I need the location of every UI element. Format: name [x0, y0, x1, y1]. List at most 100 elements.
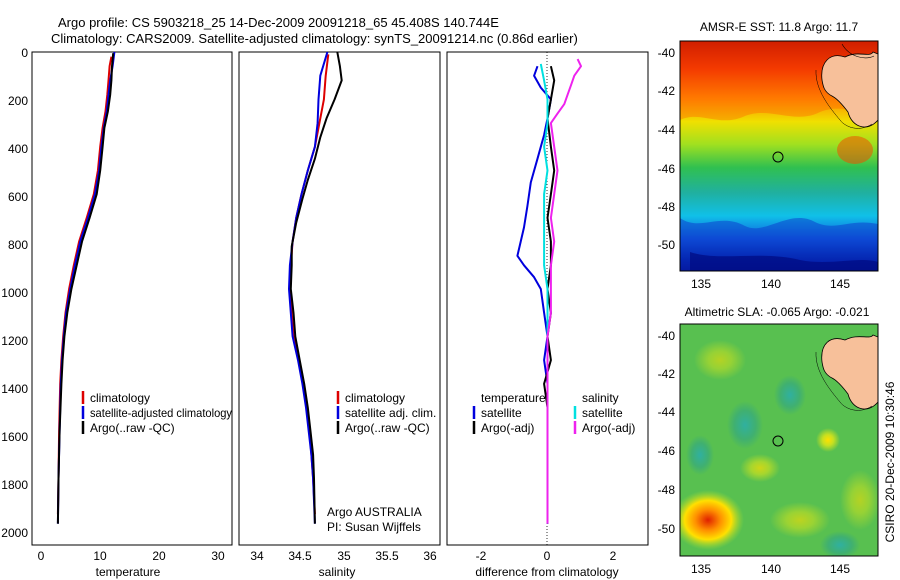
depth-tick-800: 800	[8, 238, 28, 252]
temperature-axes-frame	[31, 51, 233, 546]
sla-ytick: -42	[658, 367, 676, 381]
legend-label-salinity-argo: Argo(-adj)	[582, 421, 635, 435]
salinity-xtick: 35	[337, 549, 351, 563]
annotation-argo-australia: Argo AUSTRALIA	[327, 505, 422, 519]
depth-tick-600: 600	[8, 190, 28, 204]
sla-high-eddy	[680, 490, 744, 550]
salinity-xlabel: salinity	[319, 565, 356, 579]
sst-argo-marker	[772, 151, 784, 163]
sst-map-frame	[679, 40, 879, 272]
depth-tick-0: 0	[21, 46, 28, 60]
legend-header-temperature: temperature	[481, 391, 546, 405]
sla-ytick: -50	[658, 522, 676, 536]
sst-map-title: AMSR-E SST: 11.8 Argo: 11.7	[700, 20, 859, 34]
sla-argo-marker	[772, 435, 784, 447]
sst-map-field	[680, 41, 878, 271]
salinity-axes-frame	[238, 51, 441, 546]
annotation-pi: PI: Susan Wijffels	[327, 520, 421, 534]
sla-shelf-contour	[815, 351, 873, 411]
temperature-xtick: 20	[152, 549, 166, 563]
depth-tick-1000: 1000	[1, 286, 28, 300]
sst-ytick: -48	[658, 200, 676, 214]
salinity-xtick: 34	[250, 549, 264, 563]
sla-high-anomaly	[694, 340, 746, 380]
sla-ytick: -40	[658, 329, 676, 343]
timestamp-label: CSIRO 20-Dec-2009 10:30:46	[883, 381, 897, 542]
difference-xtick: -2	[476, 549, 487, 563]
temperature-plot-area	[56, 51, 116, 524]
salinity-xtick: 35.5	[375, 549, 399, 563]
temperature-xtick: 30	[211, 549, 225, 563]
difference-xlabel: difference from climatology	[475, 565, 618, 579]
sst-ytick: -50	[658, 238, 676, 252]
sst-ytick: -42	[658, 84, 676, 98]
salinity-plot-area	[288, 51, 343, 524]
sst-coldest-band	[690, 252, 878, 271]
sla-xtick: 145	[830, 562, 850, 576]
depth-tick-200: 200	[8, 94, 28, 108]
figure-title-line1: Argo profile: CS 5903218_25 14-Dec-2009 …	[58, 15, 499, 30]
depth-tick-2000: 2000	[1, 526, 28, 540]
sla-high-anomaly	[816, 428, 840, 452]
legend-label-climatology: climatology	[345, 391, 405, 405]
sla-high-anomaly	[740, 454, 780, 482]
series-line-argo-raw-qc	[289, 51, 343, 524]
difference-legend: temperature salinity satellite Argo(-adj…	[472, 391, 635, 435]
salinity-x-axis: 34 34.5 35 35.5 36 salinity	[250, 549, 437, 579]
sst-ytick: -46	[658, 162, 676, 176]
sst-tasmania-land	[821, 51, 878, 128]
depth-tick-1800: 1800	[1, 478, 28, 492]
sla-low-anomaly	[686, 435, 714, 475]
sla-low-anomaly	[727, 401, 763, 449]
sst-ytick: -44	[658, 123, 676, 137]
depth-axis: 0 200 400 600 800 1000 1200 1400 1600 18…	[1, 46, 28, 540]
legend-label-salinity-satellite: satellite	[582, 406, 623, 420]
sst-coastline	[841, 43, 875, 59]
series-line-climatology	[288, 54, 330, 515]
sla-xtick: 135	[691, 562, 711, 576]
salinity-xtick: 34.5	[288, 549, 312, 563]
series-line-salinity-argo-adj	[546, 58, 582, 524]
sla-tasmania-land	[821, 334, 878, 410]
sst-ytick: -40	[658, 46, 676, 60]
difference-plot-area	[516, 58, 582, 524]
legend-label-satellite-adj: satellite adj. clim.	[345, 406, 436, 420]
salinity-xtick: 36	[423, 549, 437, 563]
series-line-satellite-adj-clim	[288, 51, 329, 524]
temperature-xtick: 0	[38, 549, 45, 563]
sla-map-field	[680, 324, 878, 556]
sla-ytick: -44	[658, 405, 676, 419]
legend-label-argo: Argo(..raw -QC)	[90, 421, 175, 435]
difference-xtick: 2	[610, 549, 617, 563]
salinity-legend: climatology satellite adj. clim. Argo(..…	[327, 391, 436, 534]
difference-x-axis: -2 0 2 difference from climatology	[475, 549, 618, 579]
depth-tick-400: 400	[8, 142, 28, 156]
series-line-argo-raw-qc	[56, 53, 115, 524]
legend-label-temperature-argo: Argo(-adj)	[481, 421, 534, 435]
temperature-xlabel: temperature	[96, 565, 161, 579]
legend-header-salinity: salinity	[582, 391, 619, 405]
temperature-legend: climatology satellite-adjusted climatolo…	[81, 391, 232, 435]
temperature-xtick: 10	[93, 549, 107, 563]
sla-low-anomaly	[820, 531, 860, 556]
sla-high-anomaly	[840, 470, 878, 530]
sla-map-title: Altimetric SLA: -0.065 Argo: -0.021	[685, 305, 870, 319]
legend-label-satellite-adjusted: satellite-adjusted climatology	[90, 406, 232, 420]
sst-warm-eddy	[837, 136, 873, 164]
difference-axes-frame	[446, 51, 649, 546]
sla-ytick: -48	[658, 483, 676, 497]
sla-map: Altimetric SLA: -0.065 Argo: -0.021 -40 …	[658, 305, 879, 576]
sst-xtick: 145	[830, 277, 850, 291]
legend-label-climatology: climatology	[90, 391, 150, 405]
temperature-x-axis: 0 10 20 30 temperature	[38, 549, 225, 579]
sst-xtick: 135	[691, 277, 711, 291]
legend-label-argo: Argo(..raw -QC)	[345, 421, 430, 435]
sla-map-frame	[679, 323, 879, 557]
difference-xtick: 0	[544, 549, 551, 563]
sst-xtick: 140	[761, 277, 781, 291]
legend-label-temperature-satellite: satellite	[481, 406, 522, 420]
depth-tick-1200: 1200	[1, 334, 28, 348]
sla-low-anomaly	[774, 375, 806, 415]
